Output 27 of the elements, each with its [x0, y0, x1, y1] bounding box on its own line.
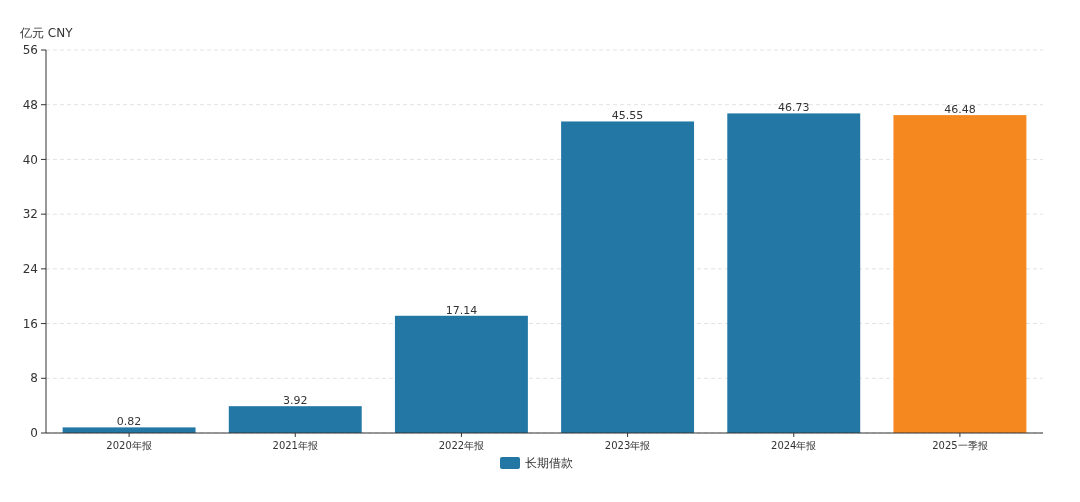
- x-tick-label: 2023年报: [604, 440, 651, 451]
- data-label: 3.92: [283, 394, 308, 408]
- data-label: 45.55: [611, 109, 644, 123]
- x-tick-label: 2025一季报: [932, 440, 988, 451]
- bar: [228, 406, 362, 433]
- y-tick-label: 0: [30, 426, 38, 441]
- data-label: 17.14: [445, 303, 478, 317]
- y-tick-label: 40: [22, 152, 38, 167]
- x-tick-label: 2021年报: [272, 440, 318, 451]
- bar: [727, 113, 861, 433]
- data-label: 46.48: [944, 103, 976, 117]
- y-tick-label: 32: [22, 207, 38, 222]
- y-tick-label: 8: [30, 371, 38, 386]
- y-tick-label: 16: [22, 316, 38, 331]
- bar: [893, 115, 1027, 433]
- y-axis-title: 亿元 CNY: [19, 26, 74, 40]
- legend-label: 长期借款: [525, 456, 573, 471]
- bar: [561, 121, 695, 433]
- y-tick-label: 24: [22, 262, 38, 277]
- bar: [394, 315, 528, 433]
- data-label: 46.73: [778, 101, 810, 115]
- x-tick-label: 2020年报: [106, 440, 152, 451]
- data-label: 0.82: [116, 415, 142, 429]
- x-tick-label: 2024年报: [771, 440, 817, 451]
- x-tick-label: 2022年报: [438, 440, 485, 451]
- y-tick-label: 48: [22, 97, 38, 112]
- y-tick-label: 56: [22, 43, 38, 58]
